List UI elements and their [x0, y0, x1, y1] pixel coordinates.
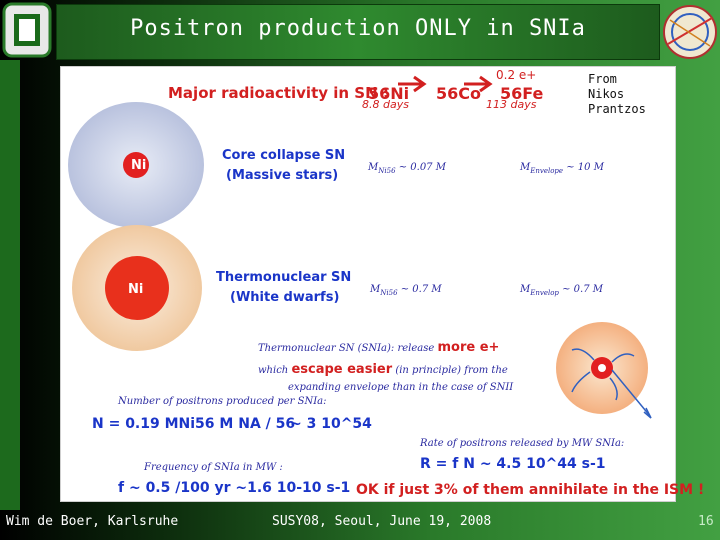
thermonuclear-subtitle: (White dwarfs) [230, 290, 340, 305]
core-collapse-title: Core collapse SN [222, 148, 346, 163]
release-text: which [258, 365, 289, 376]
mass-symbol: M [370, 284, 381, 295]
core-collapse-star-diagram [66, 100, 206, 230]
core-ni-mass: MNi56 ~ 0.07 M [368, 162, 446, 175]
positron-number-label: Number of positrons produced per SNIa: [118, 396, 327, 407]
release-text: (in principle) from the [395, 365, 508, 376]
release-line-2: which escape easier (in principle) from … [258, 362, 508, 377]
credit-line: Nikos [588, 87, 625, 101]
footer-author: Wim de Boer, Karlsruhe [6, 514, 179, 529]
side-rail [0, 60, 20, 510]
frequency-formula: f ~ 0.5 /100 yr ~1.6 10-10 s-1 [118, 480, 351, 496]
thermo-ni-label: Ni [128, 282, 144, 297]
decay-time-2: 113 days [486, 98, 537, 111]
mass-subscript: Envelope [530, 167, 564, 175]
rate-label: Rate of positrons released by MW SNIa: [420, 438, 625, 449]
cms-logo [660, 4, 718, 60]
thermo-ni-mass: MNi56 ~ 0.7 M [370, 284, 442, 297]
radioactivity-heading: Major radioactivity in SN : [168, 84, 389, 102]
mass-symbol: M [520, 162, 531, 173]
credit-line: From [588, 72, 617, 86]
credit-text: From Nikos Prantzos [588, 72, 668, 117]
fe-isotope: 56Fe [500, 84, 544, 103]
core-ni-label: Ni [131, 158, 147, 173]
release-line-1: Thermonuclear SN (SNIa): release more e+ [258, 340, 499, 355]
release-line-3: expanding envelope than in the case of S… [288, 382, 514, 393]
title-bar [56, 4, 660, 60]
thermonuclear-title: Thermonuclear SN [216, 270, 352, 285]
thermo-envelope-mass: MEnvelop ~ 0.7 M [520, 284, 603, 297]
positron-yield: 0.2 e+ [496, 68, 537, 82]
conclusion-text: OK if just 3% of them annihilate in the … [356, 482, 705, 498]
slide-title: Positron production ONLY in SNIa [130, 16, 586, 41]
mass-symbol: M [520, 284, 531, 295]
page-number: 16 [698, 514, 714, 529]
co-isotope: 56Co [436, 84, 481, 103]
ni-isotope: 56Ni [368, 84, 410, 103]
release-text: Thermonuclear SN (SNIa): release [258, 343, 435, 354]
credit-line: Prantzos [588, 102, 646, 116]
arrow-icon [398, 75, 427, 93]
mass-value: ~ 0.7 M [562, 284, 603, 295]
thermonuclear-star-diagram [70, 222, 204, 354]
mass-subscript: Ni56 [380, 289, 398, 297]
release-highlight: more e+ [437, 340, 500, 355]
positron-escape-diagram [550, 320, 660, 430]
mass-subscript: Ni56 [378, 167, 396, 175]
arrow-icon [464, 75, 493, 93]
mass-value: ~ 0.7 M [400, 284, 442, 295]
footer-event: SUSY08, Seoul, June 19, 2008 [272, 514, 492, 529]
positron-number-result: ~ 3 10^54 [290, 416, 372, 432]
rate-formula: R = f N ~ 4.5 10^44 s-1 [420, 456, 606, 472]
mass-value: ~ 10 M [566, 162, 604, 173]
mass-value: ~ 0.07 M [398, 162, 446, 173]
frequency-label: Frequency of SNIa in MW : [144, 462, 283, 473]
mass-subscript: Envelop [530, 289, 559, 297]
positron-number-formula: N = 0.19 MNi56 M NA / 56 [92, 416, 296, 432]
release-highlight: escape easier [291, 362, 393, 377]
core-envelope-mass: MEnvelope ~ 10 M [520, 162, 604, 175]
core-collapse-subtitle: (Massive stars) [226, 168, 339, 183]
mass-symbol: M [368, 162, 379, 173]
university-logo [2, 2, 52, 58]
decay-time-1: 8.8 days [362, 98, 409, 111]
